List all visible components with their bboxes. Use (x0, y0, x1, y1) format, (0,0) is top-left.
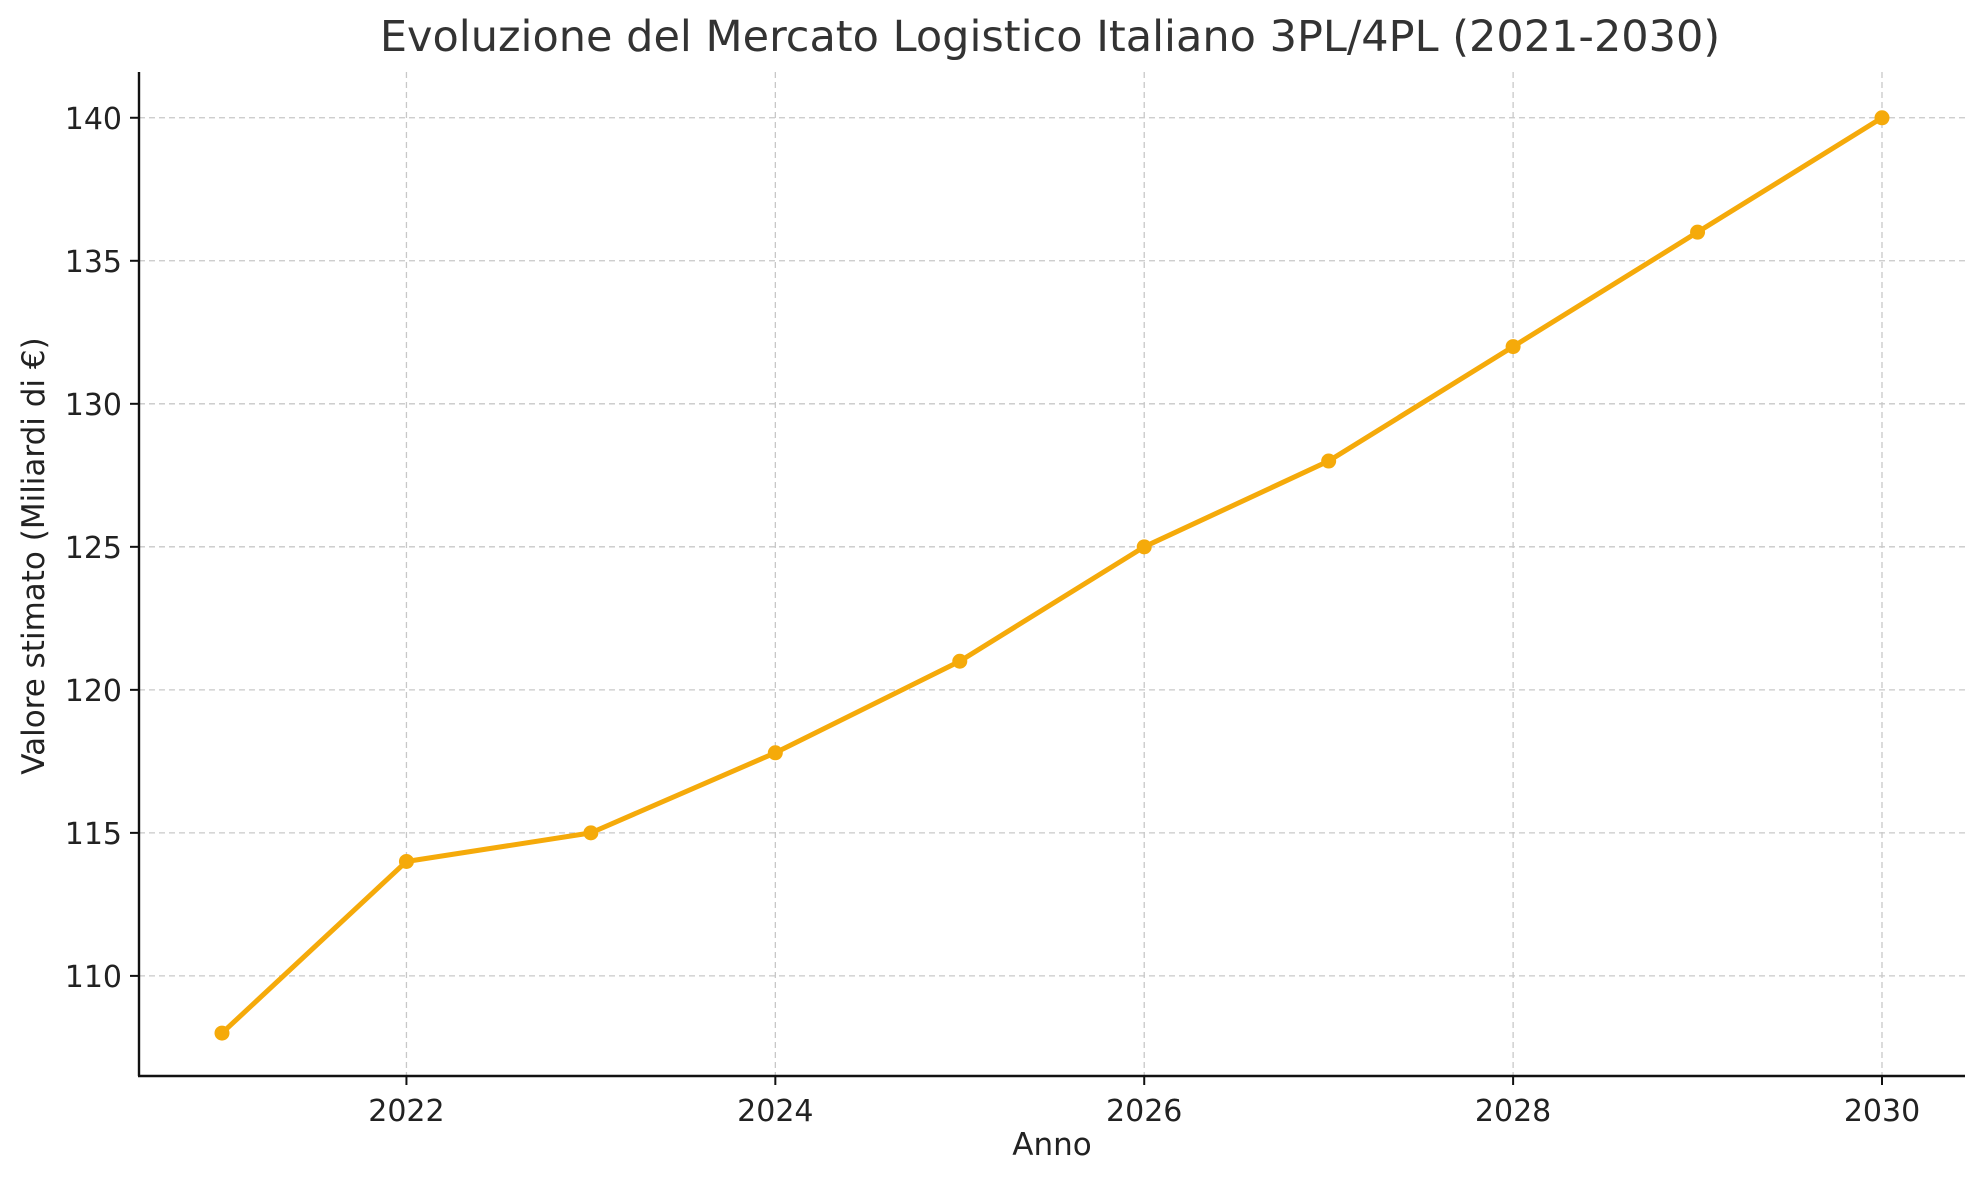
chart-title: Evoluzione del Mercato Logistico Italian… (380, 12, 1720, 62)
y-tick-label: 110 (65, 960, 122, 995)
x-axis-label: Anno (1012, 1127, 1091, 1163)
y-tick-label: 135 (65, 245, 122, 280)
series-line (219, 115, 1885, 1036)
series (214, 110, 1890, 1041)
y-tick-label: 120 (65, 674, 122, 709)
data-point (1136, 539, 1152, 555)
y-tick-label: 125 (65, 531, 122, 566)
x-tick-label: 2022 (368, 1094, 444, 1129)
grid (139, 72, 1965, 1076)
data-point (1505, 339, 1521, 355)
data-point (398, 853, 414, 869)
axes (137, 72, 1965, 1078)
data-point (1321, 453, 1337, 469)
y-axis-label: Valore stimato (Miliardi di €) (16, 337, 52, 774)
data-point (583, 825, 599, 841)
y-tick-label: 115 (65, 817, 122, 852)
y-tick-label: 140 (65, 102, 122, 137)
x-tick-label: 2028 (1475, 1094, 1551, 1129)
y-tick-label: 130 (65, 388, 122, 423)
data-point (214, 1025, 230, 1041)
x-tick-label: 2024 (737, 1094, 813, 1129)
data-point (952, 653, 968, 669)
x-tick-label: 2030 (1844, 1094, 1920, 1129)
x-tick-label: 2026 (1106, 1094, 1182, 1129)
data-point (1874, 110, 1890, 126)
data-point (1690, 224, 1706, 240)
data-point (767, 745, 783, 761)
ticks: 2022 2024 2026 2028 2030 110 115 120 125 130 135 14… (65, 102, 1920, 1129)
